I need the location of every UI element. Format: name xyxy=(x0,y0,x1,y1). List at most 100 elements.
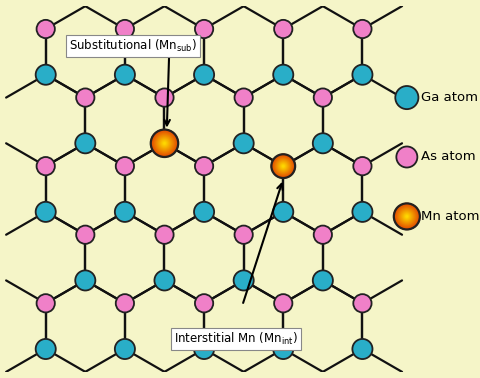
Circle shape xyxy=(398,208,415,225)
Circle shape xyxy=(153,132,176,155)
Circle shape xyxy=(273,156,294,177)
Circle shape xyxy=(151,130,178,156)
Circle shape xyxy=(396,86,419,109)
Circle shape xyxy=(157,136,172,150)
Circle shape xyxy=(115,202,135,222)
Circle shape xyxy=(405,214,409,218)
Circle shape xyxy=(195,157,213,175)
Circle shape xyxy=(274,20,292,38)
Circle shape xyxy=(161,139,168,147)
Circle shape xyxy=(36,157,55,175)
Circle shape xyxy=(273,65,293,85)
Circle shape xyxy=(36,20,55,38)
Circle shape xyxy=(352,202,372,222)
Circle shape xyxy=(353,20,372,38)
Circle shape xyxy=(195,294,213,313)
Circle shape xyxy=(163,142,166,145)
Circle shape xyxy=(405,215,408,218)
Circle shape xyxy=(276,158,291,174)
Circle shape xyxy=(396,206,417,227)
Circle shape xyxy=(159,138,169,148)
Circle shape xyxy=(153,131,177,155)
Circle shape xyxy=(158,137,170,149)
Circle shape xyxy=(407,216,408,217)
Circle shape xyxy=(353,157,372,175)
Circle shape xyxy=(278,161,288,171)
Circle shape xyxy=(157,136,172,151)
Circle shape xyxy=(283,166,284,167)
Circle shape xyxy=(273,202,293,222)
Circle shape xyxy=(352,65,372,85)
Circle shape xyxy=(116,20,134,38)
Circle shape xyxy=(273,339,293,359)
Circle shape xyxy=(403,212,411,221)
Circle shape xyxy=(156,135,173,152)
Text: Ga atom: Ga atom xyxy=(420,91,478,104)
Circle shape xyxy=(274,294,292,313)
Circle shape xyxy=(235,226,253,244)
Circle shape xyxy=(395,204,419,228)
Circle shape xyxy=(154,132,176,154)
Circle shape xyxy=(152,131,177,156)
Circle shape xyxy=(279,162,287,170)
Circle shape xyxy=(399,209,415,224)
Circle shape xyxy=(280,163,286,169)
Circle shape xyxy=(276,160,290,173)
Circle shape xyxy=(272,155,295,178)
Circle shape xyxy=(194,65,214,85)
Circle shape xyxy=(273,156,293,176)
Circle shape xyxy=(280,163,287,169)
Circle shape xyxy=(116,294,134,313)
Circle shape xyxy=(401,211,413,222)
Circle shape xyxy=(36,339,56,359)
Circle shape xyxy=(313,133,333,153)
Circle shape xyxy=(398,208,416,225)
Circle shape xyxy=(404,213,410,220)
Circle shape xyxy=(277,160,289,172)
Circle shape xyxy=(352,339,372,359)
Circle shape xyxy=(397,206,417,226)
Circle shape xyxy=(272,155,294,177)
Circle shape xyxy=(282,165,284,167)
Circle shape xyxy=(161,140,168,147)
Circle shape xyxy=(396,206,418,228)
Circle shape xyxy=(116,157,134,175)
Circle shape xyxy=(162,141,167,146)
Circle shape xyxy=(36,65,56,85)
Circle shape xyxy=(194,202,214,222)
Circle shape xyxy=(76,226,95,244)
Circle shape xyxy=(279,162,288,170)
Circle shape xyxy=(281,164,285,168)
Circle shape xyxy=(396,205,419,228)
Circle shape xyxy=(159,138,170,149)
Circle shape xyxy=(195,20,213,38)
Circle shape xyxy=(394,203,420,229)
Circle shape xyxy=(313,270,333,290)
Circle shape xyxy=(278,161,288,171)
Circle shape xyxy=(162,141,167,146)
Circle shape xyxy=(155,134,174,153)
Circle shape xyxy=(406,215,408,217)
Circle shape xyxy=(234,133,254,153)
Circle shape xyxy=(156,88,174,107)
Circle shape xyxy=(282,165,285,167)
Circle shape xyxy=(274,156,293,176)
Circle shape xyxy=(271,154,295,178)
Circle shape xyxy=(403,213,410,220)
Circle shape xyxy=(276,159,290,173)
Circle shape xyxy=(160,139,169,148)
Circle shape xyxy=(155,133,174,153)
Circle shape xyxy=(402,212,411,221)
Circle shape xyxy=(234,270,254,290)
Circle shape xyxy=(163,142,166,144)
Circle shape xyxy=(400,210,414,223)
Circle shape xyxy=(76,88,95,107)
Circle shape xyxy=(404,214,409,219)
Circle shape xyxy=(158,137,171,150)
Circle shape xyxy=(275,158,292,175)
Circle shape xyxy=(401,210,413,223)
Circle shape xyxy=(314,88,332,107)
Circle shape xyxy=(397,207,416,226)
Circle shape xyxy=(115,339,135,359)
Circle shape xyxy=(75,270,96,290)
